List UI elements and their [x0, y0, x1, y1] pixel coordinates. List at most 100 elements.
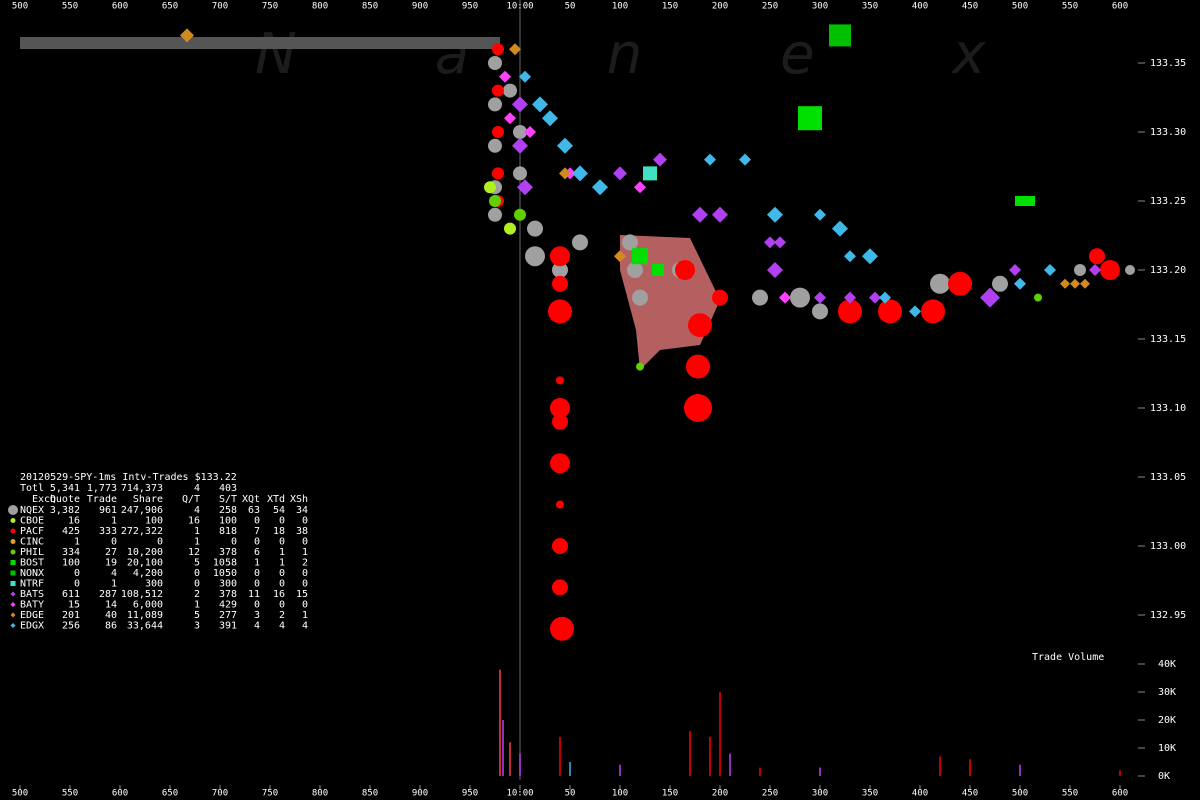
table-cell: 12	[188, 547, 200, 558]
table-cell: BATS	[20, 589, 44, 600]
table-cell: 0	[254, 516, 260, 527]
trade-point	[838, 299, 862, 324]
quote-point	[1080, 278, 1090, 289]
trade-point	[484, 181, 496, 194]
table-cell: 0	[254, 568, 260, 579]
table-cell: 63	[248, 505, 260, 516]
quote-point	[1044, 264, 1056, 276]
x-tick-label: 850	[362, 2, 378, 12]
trade-point	[548, 299, 572, 324]
table-cell: 4,200	[133, 568, 163, 579]
table-cell: 16	[188, 516, 200, 527]
quote-point	[764, 236, 776, 249]
quote-point	[1009, 264, 1021, 276]
x-tick-label: 300	[812, 2, 828, 12]
table-cell: 300	[145, 579, 163, 590]
trade-point	[675, 260, 695, 280]
table-cell: 0	[302, 516, 308, 527]
table-cell: 1	[111, 516, 117, 527]
trade-point	[992, 275, 1008, 292]
y-tick-label: 133.35	[1150, 58, 1186, 69]
table-cell: 40	[105, 610, 117, 621]
y-tick-label: 133.15	[1150, 334, 1186, 345]
table-cell: 54	[273, 505, 285, 516]
table-cell: 0	[302, 579, 308, 590]
x-tick-label: 500	[1012, 789, 1028, 799]
table-cell: 1	[254, 558, 260, 569]
table-title: 20120529-SPY-1ms Intv-Trades $133.22	[20, 472, 237, 483]
trade-point	[550, 398, 570, 418]
table-cell: 818	[219, 526, 237, 537]
trade-point	[686, 354, 710, 379]
table-cell: 86	[105, 621, 117, 632]
trade-point	[948, 271, 972, 296]
table-cell: 256	[62, 621, 80, 632]
trade-point	[812, 303, 828, 320]
legend-marker	[10, 612, 16, 618]
quote-point	[1015, 196, 1025, 206]
volume-tick-label: 10K	[1158, 743, 1176, 754]
table-cell: 333	[99, 526, 117, 537]
quote-point	[592, 179, 608, 196]
table-cell: 1	[279, 558, 285, 569]
table-cell: 0	[74, 568, 80, 579]
table-cell: 3	[254, 610, 260, 621]
x-tick-label: 550	[62, 789, 78, 799]
quote-point	[767, 206, 783, 223]
legend-marker	[10, 549, 16, 555]
quote-point	[499, 70, 511, 83]
trade-point	[514, 208, 526, 221]
quote-point	[613, 166, 627, 181]
trade-point	[930, 273, 950, 294]
legend-marker	[10, 581, 16, 586]
table-cell: 0	[302, 537, 308, 548]
quote-point	[643, 166, 657, 181]
table-cell: 714,373	[121, 483, 163, 494]
quote-point	[509, 43, 521, 56]
spread-area	[620, 235, 720, 370]
x-tick-label: 550	[62, 2, 78, 12]
x-tick-label: 850	[362, 789, 378, 799]
quote-point	[814, 208, 826, 221]
trade-point	[492, 126, 504, 138]
legend-marker	[10, 602, 16, 607]
table-cell: 391	[219, 621, 237, 632]
table-cell: 10,200	[127, 547, 163, 558]
table-cell: 18	[273, 526, 285, 537]
x-tick-label: 600	[112, 2, 128, 12]
quote-point	[739, 153, 751, 166]
table-cell: CBOE	[20, 516, 44, 527]
table-cell: 7	[254, 526, 260, 537]
trade-point	[552, 262, 568, 278]
x-tick-label: 350	[862, 789, 878, 799]
trade-point	[752, 289, 768, 306]
table-cell: 1	[279, 547, 285, 558]
x-tick-label: 650	[162, 789, 178, 799]
table-cell: 15	[296, 589, 308, 600]
table-cell: 2	[194, 589, 200, 600]
table-cell: 15	[68, 600, 80, 611]
x-tick-label: 550	[1062, 789, 1078, 799]
table-cell: 201	[62, 610, 80, 621]
legend-marker	[10, 528, 16, 534]
table-cell: 11,089	[127, 610, 163, 621]
quote-point	[557, 137, 573, 154]
table-cell: 1	[194, 600, 200, 611]
x-tick-label: 50	[565, 789, 576, 799]
quote-point	[829, 24, 851, 47]
table-cell: 20,100	[127, 558, 163, 569]
x-tick-label: 750	[262, 789, 278, 799]
trade-point	[550, 246, 570, 267]
quote-point	[542, 110, 558, 127]
table-cell: 272,322	[121, 526, 163, 537]
table-cell: 16	[68, 516, 80, 527]
trade-point	[684, 394, 712, 422]
table-cell: 1	[302, 610, 308, 621]
x-tick-label: 250	[762, 789, 778, 799]
quote-point	[767, 262, 783, 278]
table-cell: 0	[194, 568, 200, 579]
x-tick-label: 400	[912, 2, 928, 12]
table-cell: 1	[194, 526, 200, 537]
x-tick-label: 500	[12, 789, 28, 799]
quote-point	[532, 96, 548, 113]
